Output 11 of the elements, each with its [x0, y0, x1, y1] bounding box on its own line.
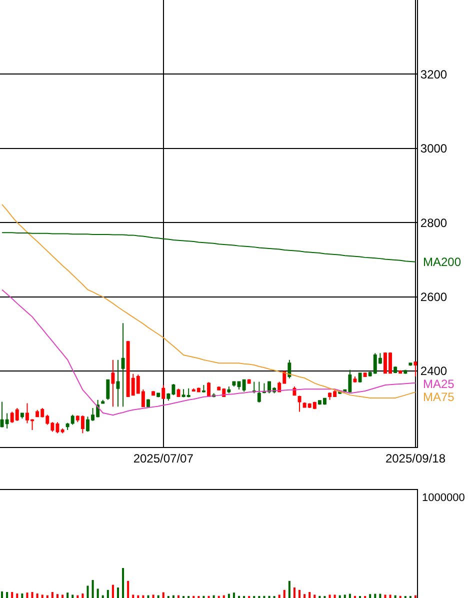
y-tick-label: 2800	[420, 216, 448, 230]
series-label: MA200	[423, 255, 462, 269]
series-label: MA75	[423, 390, 455, 404]
x-tick-label: 2025/07/07	[133, 451, 194, 466]
series-label: MA25	[423, 377, 455, 391]
text: 1000000	[422, 492, 465, 504]
y-tick-label: 3000	[420, 142, 448, 156]
y-tick-label: 2400	[420, 364, 448, 378]
x-tick-label: 2025/09/18	[385, 451, 446, 466]
y-tick-label: 3200	[420, 67, 448, 82]
y-tick-label: 2600	[420, 290, 448, 304]
